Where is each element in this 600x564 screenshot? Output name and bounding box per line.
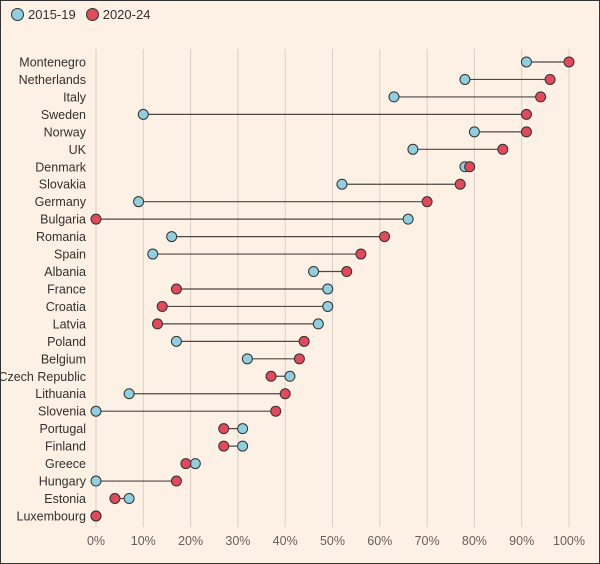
point-2015-19-slovenia bbox=[90, 405, 102, 417]
category-label-bulgaria: Bulgaria bbox=[40, 213, 86, 227]
point-2015-19-sweden bbox=[137, 108, 149, 120]
category-label-denmark: Denmark bbox=[35, 160, 86, 174]
category-label-hungary: Hungary bbox=[39, 475, 87, 489]
legend-item-2020-24: 2020-24 bbox=[85, 7, 151, 22]
legend-swatch-2020-24 bbox=[85, 8, 99, 21]
category-label-estonia: Estonia bbox=[44, 492, 86, 506]
point-2015-19-bulgaria bbox=[402, 213, 414, 225]
point-2015-19-germany bbox=[133, 196, 145, 208]
point-2020-24-slovenia bbox=[270, 405, 282, 417]
x-tick-label-50: 50% bbox=[320, 534, 345, 548]
x-tick-label-70: 70% bbox=[415, 534, 440, 548]
x-tick-label-10: 10% bbox=[131, 534, 156, 548]
point-2015-19-hungary bbox=[90, 475, 102, 487]
legend-swatch-2015-19 bbox=[11, 8, 24, 21]
point-2020-24-spain bbox=[355, 248, 367, 260]
legend: 2015-19 2020-24 bbox=[11, 7, 160, 22]
point-2015-19-estonia bbox=[123, 493, 135, 504]
point-2015-19-portugal bbox=[237, 423, 249, 435]
category-label-italy: Italy bbox=[63, 90, 87, 104]
point-2020-24-montenegro bbox=[563, 56, 575, 68]
point-2015-19-spain bbox=[147, 248, 159, 260]
category-label-slovenia: Slovenia bbox=[38, 405, 86, 419]
category-label-portugal: Portugal bbox=[39, 422, 86, 436]
legend-label-2015-19: 2015-19 bbox=[28, 7, 76, 22]
category-label-uk: UK bbox=[69, 143, 87, 157]
point-2020-24-romania bbox=[379, 231, 391, 243]
point-2015-19-norway bbox=[468, 126, 480, 138]
point-2015-19-lithuania bbox=[123, 388, 135, 400]
point-2020-24-croatia bbox=[156, 300, 168, 312]
category-label-poland: Poland bbox=[47, 335, 86, 349]
category-label-croatia: Croatia bbox=[46, 300, 86, 314]
point-2020-24-sweden bbox=[520, 108, 532, 120]
x-tick-label-60: 60% bbox=[367, 534, 392, 548]
x-tick-label-100: 100% bbox=[553, 534, 585, 548]
point-2015-19-belgium bbox=[241, 353, 253, 365]
category-label-spain: Spain bbox=[54, 248, 86, 262]
category-label-latvia: Latvia bbox=[53, 317, 86, 331]
point-2015-19-greece bbox=[189, 458, 201, 470]
point-2020-24-greece bbox=[180, 458, 192, 470]
point-2015-19-albania bbox=[308, 266, 320, 278]
category-label-sweden: Sweden bbox=[41, 108, 86, 122]
x-tick-label-30: 30% bbox=[225, 534, 250, 548]
point-2020-24-germany bbox=[421, 196, 433, 208]
category-label-albania: Albania bbox=[44, 265, 86, 279]
category-label-france: France bbox=[47, 282, 86, 296]
point-2020-24-uk bbox=[497, 143, 509, 155]
point-2020-24-denmark bbox=[464, 161, 476, 173]
point-2020-24-estonia bbox=[109, 493, 121, 504]
category-label-romania: Romania bbox=[36, 230, 86, 244]
point-2015-19-latvia bbox=[312, 318, 324, 330]
point-2020-24-bulgaria bbox=[90, 213, 102, 225]
x-tick-label-80: 80% bbox=[462, 534, 487, 548]
category-label-finland: Finland bbox=[45, 440, 86, 454]
x-tick-label-90: 90% bbox=[509, 534, 534, 548]
category-label-greece: Greece bbox=[45, 457, 86, 471]
category-label-lithuania: Lithuania bbox=[35, 387, 86, 401]
point-2020-24-luxembourg bbox=[90, 510, 102, 522]
point-2020-24-hungary bbox=[170, 475, 182, 487]
category-label-germany: Germany bbox=[35, 195, 87, 209]
category-label-belgium: Belgium bbox=[41, 352, 86, 366]
legend-label-2020-24: 2020-24 bbox=[102, 7, 151, 22]
point-2020-24-belgium bbox=[293, 353, 305, 365]
category-label-norway: Norway bbox=[44, 125, 87, 139]
point-2020-24-poland bbox=[298, 335, 310, 347]
point-2020-24-italy bbox=[535, 91, 547, 103]
category-label-czech-republic: Czech Republic bbox=[0, 370, 86, 384]
point-2015-19-france bbox=[322, 283, 334, 295]
point-2020-24-slovakia bbox=[454, 178, 466, 190]
point-2015-19-uk bbox=[407, 143, 419, 155]
point-2020-24-portugal bbox=[218, 423, 230, 435]
category-label-slovakia: Slovakia bbox=[39, 178, 86, 192]
x-tick-label-0: 0% bbox=[87, 534, 105, 548]
point-2015-19-montenegro bbox=[520, 56, 532, 68]
point-2020-24-albania bbox=[341, 266, 353, 278]
point-2015-19-poland bbox=[170, 335, 182, 347]
point-2020-24-norway bbox=[520, 126, 532, 138]
category-label-luxembourg: Luxembourg bbox=[17, 509, 87, 523]
point-2015-19-croatia bbox=[322, 300, 334, 312]
point-2020-24-finland bbox=[218, 440, 230, 452]
point-2015-19-romania bbox=[166, 231, 178, 243]
point-2015-19-italy bbox=[388, 91, 400, 103]
point-2015-19-czech-republic bbox=[284, 370, 296, 382]
x-tick-label-40: 40% bbox=[273, 534, 298, 548]
point-2020-24-france bbox=[170, 283, 182, 295]
x-tick-label-20: 20% bbox=[178, 534, 203, 548]
point-2015-19-slovakia bbox=[336, 178, 348, 190]
point-2015-19-netherlands bbox=[459, 73, 471, 85]
point-2020-24-netherlands bbox=[544, 73, 556, 85]
point-2020-24-lithuania bbox=[279, 388, 291, 400]
point-2015-19-finland bbox=[237, 440, 249, 452]
category-label-montenegro: Montenegro bbox=[19, 56, 86, 70]
point-2020-24-latvia bbox=[151, 318, 163, 330]
point-2020-24-czech-republic bbox=[265, 370, 277, 382]
legend-item-2015-19: 2015-19 bbox=[11, 7, 76, 22]
category-label-netherlands: Netherlands bbox=[19, 73, 86, 87]
